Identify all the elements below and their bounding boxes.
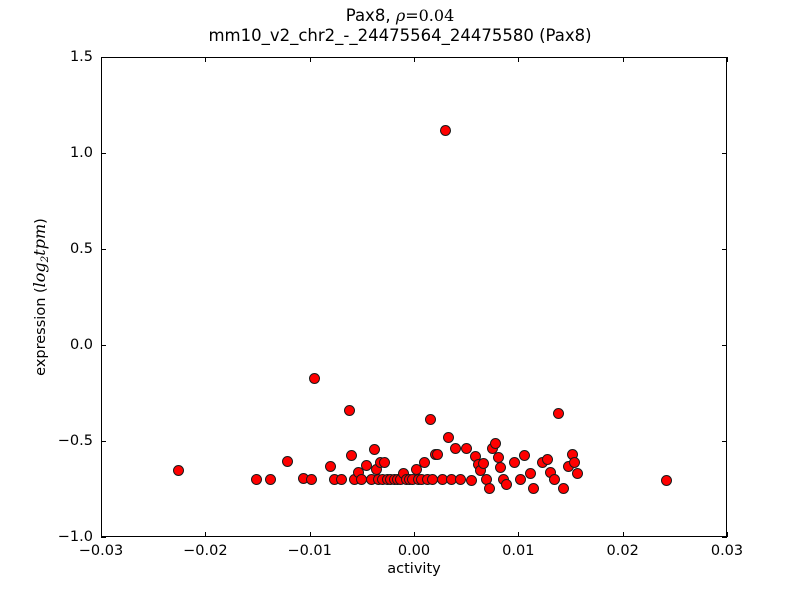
data-point: [553, 407, 565, 419]
data-point: [478, 457, 490, 469]
data-point: [514, 474, 526, 486]
data-point: [324, 460, 336, 472]
data-point: [442, 432, 454, 444]
data-point: [660, 475, 672, 487]
data-point: [343, 405, 355, 417]
data-point: [495, 461, 506, 473]
x-tick-mark-top: [622, 57, 624, 62]
y-tick-mark-right: [722, 249, 727, 250]
y-tick-mark: [101, 153, 106, 154]
chart-title-line-1: Pax8, ρ=0.04: [0, 6, 800, 26]
data-point: [557, 482, 569, 494]
x-tick-label: −0.03: [78, 543, 124, 559]
title-rho-value: =0.04: [405, 6, 455, 25]
data-point: [519, 449, 530, 461]
data-point: [455, 474, 467, 486]
data-point: [336, 474, 348, 486]
x-tick-mark: [205, 532, 207, 537]
data-point: [418, 456, 430, 468]
y-tick-mark-right: [722, 441, 727, 442]
data-point: [368, 444, 380, 456]
y-tick-mark-right: [722, 153, 727, 154]
x-tick-mark-top: [205, 57, 207, 62]
x-tick-mark-top: [414, 57, 415, 62]
y-tick-label: 0.0: [69, 337, 93, 353]
data-point: [306, 474, 318, 486]
data-point: [432, 449, 444, 461]
data-point: [569, 456, 581, 468]
y-tick-mark: [101, 537, 106, 538]
y-axis-label-subscript: 2: [38, 255, 51, 263]
data-point: [309, 373, 321, 385]
y-axis-label-suffix: ): [33, 218, 49, 224]
title-rho-symbol: ρ: [395, 6, 406, 25]
x-tick-mark-top: [309, 57, 311, 62]
y-tick-mark-right: [722, 57, 727, 58]
y-tick-label: −0.5: [57, 433, 93, 449]
data-point: [439, 124, 451, 136]
y-tick-mark-right: [722, 345, 727, 346]
y-axis-label-tpm: tpm: [30, 223, 49, 256]
y-tick-mark: [101, 249, 106, 250]
title-gene-name: Pax8,: [345, 6, 391, 25]
data-point: [549, 474, 561, 486]
chart-title-block: Pax8, ρ=0.04 mm10_v2_chr2_-_24475564_244…: [0, 6, 800, 45]
x-tick-mark: [309, 532, 311, 537]
x-tick-mark: [727, 532, 728, 537]
y-tick-mark-right: [722, 537, 727, 538]
data-point: [282, 455, 294, 467]
y-tick-mark: [101, 57, 106, 58]
x-tick-label: 0.03: [710, 543, 744, 559]
x-tick-mark-top: [727, 57, 728, 62]
y-tick-label: 1.5: [69, 49, 93, 65]
data-point: [250, 474, 262, 486]
data-point: [489, 438, 501, 450]
data-point: [465, 475, 477, 487]
x-tick-label: −0.01: [287, 543, 332, 559]
x-tick-mark: [101, 532, 102, 537]
y-axis-label: expression (log2tpm): [30, 57, 51, 537]
plot-area: [101, 57, 727, 537]
data-point: [508, 456, 520, 468]
data-point: [265, 474, 277, 486]
chart-title-line-2: mm10_v2_chr2_-_24475564_24475580 (Pax8): [208, 25, 592, 45]
x-tick-mark: [622, 532, 624, 537]
data-point: [501, 479, 513, 491]
x-tick-label: 0.00: [397, 543, 431, 559]
x-tick-label: −0.02: [183, 543, 228, 559]
data-point: [379, 456, 391, 468]
data-point: [345, 449, 357, 461]
data-point: [425, 414, 437, 426]
x-tick-mark: [518, 532, 520, 537]
data-point: [483, 482, 495, 494]
y-tick-mark: [101, 345, 106, 346]
y-axis-label-log: log: [30, 262, 49, 288]
x-tick-label: 0.01: [502, 543, 535, 559]
y-axis-label-prefix: expression (: [33, 287, 49, 376]
y-tick-label: 0.5: [69, 241, 93, 257]
x-axis-label: activity: [387, 561, 441, 577]
data-point: [172, 465, 184, 477]
y-tick-label: 1.0: [69, 145, 93, 161]
x-tick-mark-top: [101, 57, 102, 62]
data-point: [541, 453, 553, 465]
data-point: [572, 468, 584, 480]
y-tick-mark: [101, 441, 106, 442]
data-point: [525, 468, 537, 480]
y-tick-label: −1.0: [57, 529, 93, 545]
x-tick-label: 0.02: [606, 543, 639, 559]
x-tick-mark-top: [518, 57, 520, 62]
data-point: [528, 482, 540, 494]
x-tick-mark: [414, 532, 415, 537]
data-point: [450, 443, 462, 455]
data-point: [460, 443, 472, 455]
